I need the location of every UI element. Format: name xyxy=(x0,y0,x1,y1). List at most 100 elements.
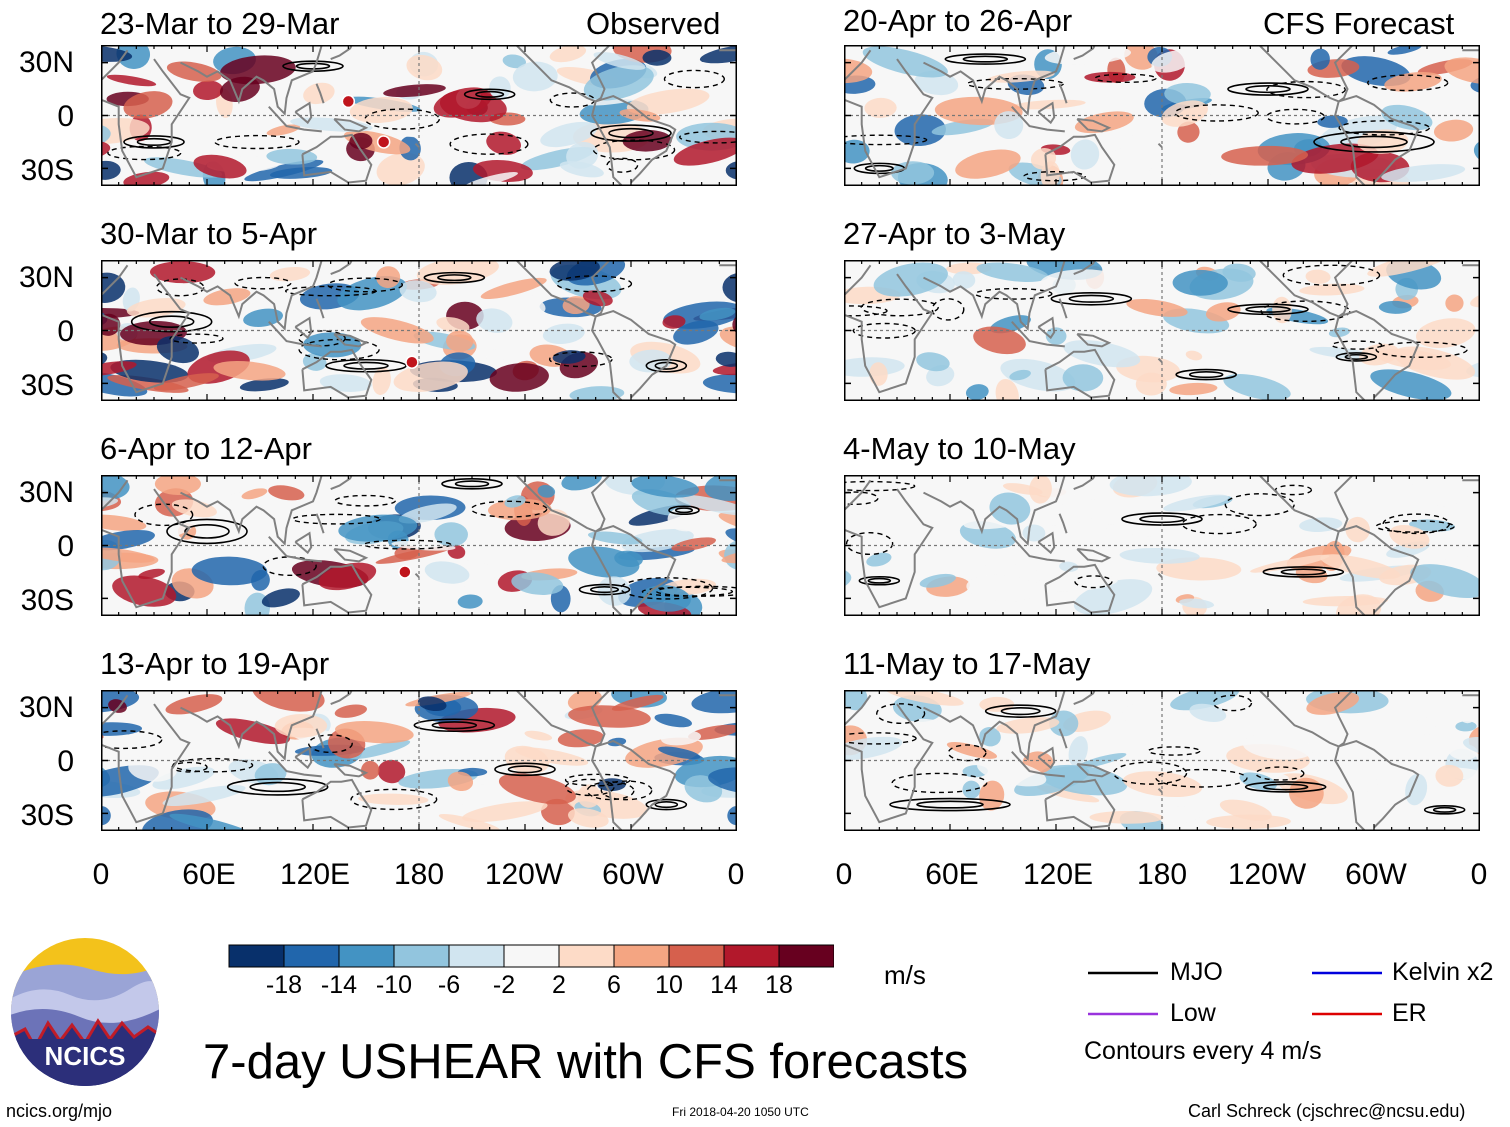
mjo-contour xyxy=(249,781,306,793)
shear-anomaly xyxy=(1412,475,1464,507)
shear-anomaly xyxy=(1170,690,1240,711)
mjo-contour xyxy=(475,90,505,98)
shear-anomaly xyxy=(966,574,1038,602)
shear-anomaly xyxy=(917,718,976,736)
shear-anomaly xyxy=(675,494,737,516)
shear-anomaly xyxy=(101,160,121,180)
shear-anomaly xyxy=(512,61,558,92)
coastline xyxy=(1073,690,1096,706)
shear-anomaly xyxy=(1068,736,1088,767)
shear-anomaly xyxy=(399,280,437,303)
coastline xyxy=(1076,548,1112,563)
mjo-contour-negative xyxy=(1266,108,1325,125)
lon-label: 60W xyxy=(602,858,664,891)
mjo-contour xyxy=(578,583,631,596)
shear-anomaly xyxy=(973,326,1026,355)
shear-anomaly xyxy=(844,139,870,164)
coastline xyxy=(301,133,373,184)
shear-anomaly xyxy=(552,350,586,364)
shear-anomaly xyxy=(702,373,737,394)
shear-anomaly xyxy=(269,266,311,282)
mjo-contour-negative xyxy=(364,108,440,130)
shear-anomaly xyxy=(919,573,956,588)
lon-label: 180 xyxy=(1136,858,1188,891)
shear-anomaly xyxy=(1445,294,1464,312)
shear-anomaly xyxy=(629,349,672,373)
shear-anomaly xyxy=(614,550,643,568)
mjo-contour xyxy=(423,271,486,284)
coastline xyxy=(1157,142,1163,148)
coastline xyxy=(591,746,623,831)
coastline xyxy=(1044,133,1116,184)
mjo-contour xyxy=(590,124,672,142)
shear-anomaly xyxy=(1221,145,1309,166)
shear-anomaly xyxy=(657,746,701,760)
coastline xyxy=(923,475,1066,546)
shear-anomaly xyxy=(1040,764,1128,796)
shear-anomaly xyxy=(1320,554,1400,579)
shear-anomaly xyxy=(640,803,676,831)
mjo-contour xyxy=(1227,82,1309,96)
coastline xyxy=(1058,83,1068,104)
mjo-contour-negative xyxy=(1282,264,1381,286)
mjo-contour xyxy=(454,480,490,488)
shear-anomaly xyxy=(128,755,178,782)
mjo-contour xyxy=(608,127,654,139)
mjo-contour-negative xyxy=(844,491,879,506)
shear-anomaly xyxy=(1444,57,1480,85)
shear-anomaly xyxy=(1439,541,1476,561)
mjo-contour-negative xyxy=(679,130,737,144)
mjo-contour xyxy=(136,137,172,147)
colorbar-label: -2 xyxy=(492,971,516,999)
shear-anomaly xyxy=(220,55,296,85)
lat-label-eq: 0 xyxy=(57,100,74,133)
shear-anomaly xyxy=(334,704,367,718)
colorbar-label: 2 xyxy=(552,971,566,999)
shear-anomaly xyxy=(1169,382,1218,396)
shear-anomaly xyxy=(446,330,474,352)
shear-anomaly xyxy=(537,509,570,536)
shear-anomaly xyxy=(268,485,305,501)
shear-anomaly xyxy=(1119,547,1200,564)
site-link[interactable]: ncics.org/mjo xyxy=(6,1101,113,1121)
shear-anomaly xyxy=(1345,516,1370,543)
coastline xyxy=(1058,728,1068,749)
mjo-contour xyxy=(1244,781,1327,793)
mjo-contour xyxy=(1245,84,1291,94)
coastline xyxy=(844,264,934,394)
coastline xyxy=(414,142,420,148)
shear-anomaly xyxy=(583,65,654,101)
mjo-contour xyxy=(184,524,230,539)
shear-anomaly xyxy=(549,260,600,281)
coastline xyxy=(180,45,323,116)
shear-anomaly xyxy=(699,45,737,64)
mjo-contour xyxy=(1139,514,1185,524)
shear-anomaly xyxy=(144,157,223,178)
lon-label: 60W xyxy=(1345,858,1407,891)
shear-anomaly xyxy=(925,326,945,339)
coastline xyxy=(315,83,325,104)
shear-anomaly xyxy=(994,111,1024,140)
shear-anomaly xyxy=(642,49,672,66)
colorbar-swatch xyxy=(778,944,834,968)
shear-anomaly xyxy=(489,363,549,392)
colorbar-swatch xyxy=(393,944,450,968)
shear-anomaly xyxy=(976,262,1049,282)
mjo-contour-negative xyxy=(931,298,965,321)
tropical-cyclone-marker xyxy=(341,94,356,109)
coastline xyxy=(101,694,191,824)
shear-anomaly xyxy=(473,159,533,182)
shear-anomaly xyxy=(891,161,935,185)
map-panel-6 xyxy=(844,260,1480,401)
shear-anomaly xyxy=(335,721,414,744)
shear-anomaly xyxy=(873,262,948,297)
shear-anomaly xyxy=(123,91,173,119)
coastline xyxy=(330,45,353,61)
shear-anomaly xyxy=(101,475,130,501)
coastline xyxy=(1334,316,1366,401)
panel-title-8: 11-May to 17-May xyxy=(843,646,1091,681)
shear-anomaly xyxy=(192,80,224,101)
coastline xyxy=(268,106,322,133)
shear-anomaly xyxy=(1370,369,1452,401)
shear-anomaly xyxy=(1376,348,1451,371)
